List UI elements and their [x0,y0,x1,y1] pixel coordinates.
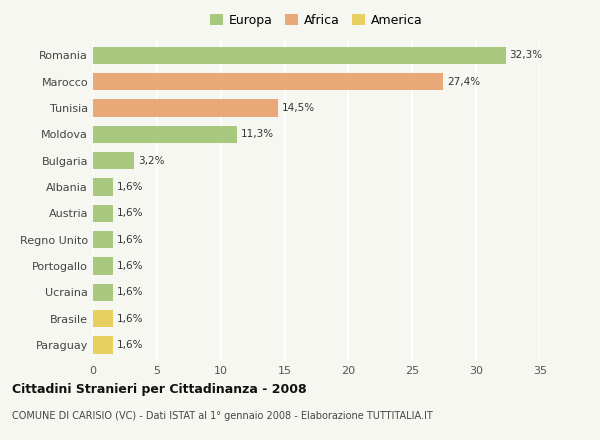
Text: COMUNE DI CARISIO (VC) - Dati ISTAT al 1° gennaio 2008 - Elaborazione TUTTITALIA: COMUNE DI CARISIO (VC) - Dati ISTAT al 1… [12,411,433,422]
Legend: Europa, Africa, America: Europa, Africa, America [210,14,423,27]
Text: 1,6%: 1,6% [117,209,144,218]
Text: 3,2%: 3,2% [138,156,164,166]
Text: 1,6%: 1,6% [117,261,144,271]
Text: 32,3%: 32,3% [509,51,542,60]
Text: 1,6%: 1,6% [117,235,144,245]
Bar [93,337,113,354]
Text: 27,4%: 27,4% [447,77,480,87]
Bar [93,310,113,327]
Bar [93,73,443,90]
Bar [93,284,113,301]
Bar [93,99,278,117]
Bar [93,205,113,222]
Text: 14,5%: 14,5% [282,103,315,113]
Text: 1,6%: 1,6% [117,287,144,297]
Text: Cittadini Stranieri per Cittadinanza - 2008: Cittadini Stranieri per Cittadinanza - 2… [12,383,307,396]
Bar [93,152,134,169]
Text: 1,6%: 1,6% [117,314,144,324]
Bar [93,257,113,275]
Bar [93,231,113,248]
Text: 11,3%: 11,3% [241,129,274,139]
Text: 1,6%: 1,6% [117,182,144,192]
Bar [93,47,506,64]
Bar [93,179,113,196]
Bar [93,126,238,143]
Text: 1,6%: 1,6% [117,340,144,350]
